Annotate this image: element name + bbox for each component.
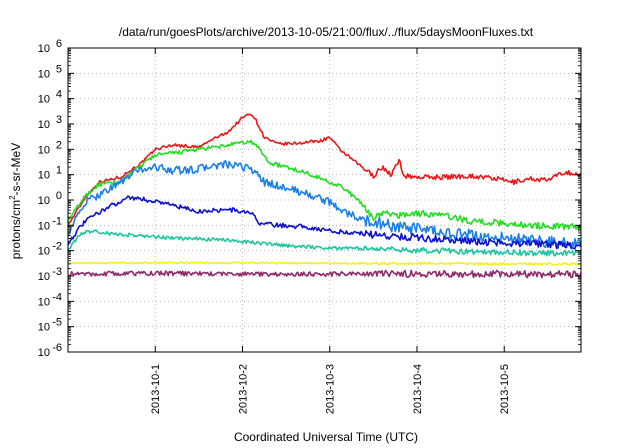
y-tick-label-base: 10 xyxy=(38,296,50,308)
y-tick-label-exponent: 1 xyxy=(56,165,62,177)
y-tick-label: 10 xyxy=(38,94,50,106)
y-tick-label-exponent: -1 xyxy=(52,215,62,227)
y-axis-tick-labels: 10 -610 -510 -410 -310 -210 -110 010 110 210 310 41… xyxy=(38,38,62,359)
y-tick-label-base: 10 xyxy=(38,43,50,55)
x-tick-label: 2013-10-1 xyxy=(150,364,162,414)
series-line-3 xyxy=(67,160,582,250)
axis-ticks xyxy=(68,47,581,353)
y-tick-label-base: 10 xyxy=(38,68,50,80)
x-axis-title: Coordinated Universal Time (UTC) xyxy=(234,430,418,444)
y-tick-label: 10 xyxy=(38,246,50,258)
y-tick-label-exponent: 4 xyxy=(56,89,62,101)
y-tick-label-exponent: -5 xyxy=(52,317,62,329)
y-axis-title: protons/cm2-s-sr-MeV xyxy=(8,143,23,259)
y-tick-label: 10 xyxy=(38,119,50,131)
y-tick-label-exponent: 2 xyxy=(56,139,62,151)
y-tick-label-base: 10 xyxy=(38,347,50,359)
series-line-6 xyxy=(67,261,582,266)
series-line-4 xyxy=(67,195,582,250)
chart-title: /data/run/goesPlots/archive/2013-10-05/2… xyxy=(119,25,534,39)
series-group xyxy=(67,113,582,279)
y-tick-label: 10 xyxy=(38,296,50,308)
y-tick-label-exponent: 0 xyxy=(56,190,62,202)
y-tick-label-exponent: -2 xyxy=(52,241,62,253)
y-tick-label-base: 10 xyxy=(38,94,50,106)
y-tick-label-base: 10 xyxy=(38,170,50,182)
y-tick-label: 10 xyxy=(38,68,50,80)
y-tick-label: 10 xyxy=(38,322,50,334)
y-tick-label-base: 10 xyxy=(38,246,50,258)
y-tick-label: 10 xyxy=(38,170,50,182)
y-tick-label: 10 xyxy=(38,144,50,156)
y-tick-label-exponent: 6 xyxy=(56,38,62,50)
y-tick-label-base: 10 xyxy=(38,195,50,207)
y-tick-label-exponent: 3 xyxy=(56,114,62,126)
y-tick-label-base: 10 xyxy=(38,220,50,232)
x-tick-label: 2013-10-2 xyxy=(237,364,249,414)
y-tick-label-exponent: -4 xyxy=(52,291,62,303)
y-tick-label-base: 10 xyxy=(38,119,50,131)
y-tick-label-base: 10 xyxy=(38,322,50,334)
y-tick-label-exponent: 5 xyxy=(56,63,62,75)
y-tick-label: 10 xyxy=(38,43,50,55)
series-line-2 xyxy=(67,139,582,231)
y-tick-label-exponent: -6 xyxy=(52,342,62,354)
y-tick-label: 10 xyxy=(38,195,50,207)
y-tick-label-base: 10 xyxy=(38,144,50,156)
y-tick-label: 10 xyxy=(38,347,50,359)
y-tick-label: 10 xyxy=(38,220,50,232)
x-tick-label: 2013-10-4 xyxy=(412,364,424,414)
x-tick-label: 2013-10-3 xyxy=(325,364,337,414)
y-axis-title-suffix: -s-sr-MeV xyxy=(9,143,23,196)
series-line-5 xyxy=(67,229,582,257)
x-tick-label: 2013-10-5 xyxy=(499,364,511,414)
y-tick-label-exponent: -3 xyxy=(52,266,62,278)
y-tick-label: 10 xyxy=(38,271,50,283)
y-axis-title-sup: 2 xyxy=(8,195,17,200)
x-axis-tick-labels: 2013-10-1 2013-10-2 2013-10-3 2013-10-4 2013… xyxy=(150,364,511,414)
series-line-7 xyxy=(67,269,582,279)
series-line-1 xyxy=(67,113,582,228)
y-tick-label-base: 10 xyxy=(38,271,50,283)
y-axis-title-prefix: protons/cm xyxy=(9,200,23,259)
